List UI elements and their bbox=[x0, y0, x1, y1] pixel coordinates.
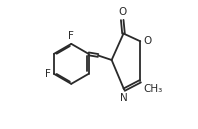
Text: F: F bbox=[68, 31, 74, 41]
Text: F: F bbox=[45, 69, 51, 79]
Text: CH₃: CH₃ bbox=[144, 84, 163, 94]
Text: O: O bbox=[118, 7, 126, 17]
Text: N: N bbox=[120, 93, 128, 103]
Text: O: O bbox=[143, 36, 151, 46]
